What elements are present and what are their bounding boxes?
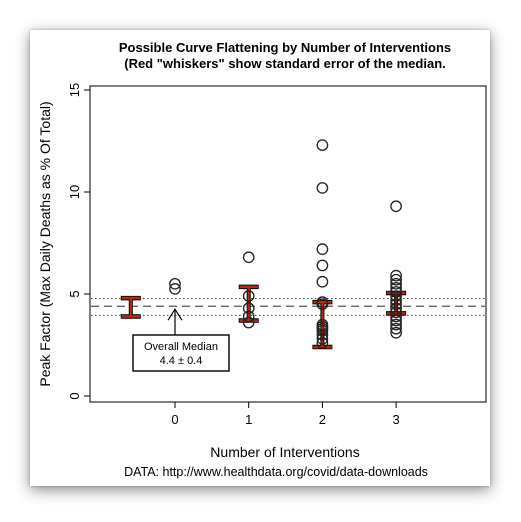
x-tick-label: 2: [319, 412, 326, 427]
data-point: [242, 290, 255, 302]
x-axis-label: Number of Interventions: [210, 444, 359, 460]
data-point: [316, 328, 329, 341]
data-point: [390, 326, 402, 339]
data-point: [242, 310, 255, 323]
whisker: [120, 295, 141, 319]
data-point: [390, 294, 402, 306]
data-point: [316, 139, 329, 151]
chart-title: Possible Curve Flattening by Number of I…: [119, 40, 451, 55]
data-point: [390, 318, 402, 331]
chart-card: Possible Curve Flattening by Number of I…: [30, 30, 490, 486]
data-point: [316, 182, 329, 194]
data-point: [242, 316, 255, 329]
annotation-line-1: Overall Median: [144, 341, 218, 353]
x-tick-label: 1: [245, 412, 252, 427]
annotation-line-2: 4.4 ± 0.4: [160, 355, 203, 367]
data-point: [242, 302, 255, 315]
data-point: [390, 273, 402, 286]
data-point: [169, 277, 181, 290]
x-axis: 0 1 2 3: [171, 401, 400, 427]
data-point: [390, 282, 402, 294]
data-point: [316, 275, 329, 288]
x-tick-label: 0: [171, 412, 178, 427]
data-point: [169, 283, 181, 295]
y-tick-label: 15: [67, 83, 82, 97]
data-point: [316, 333, 329, 345]
data-point: [316, 243, 329, 255]
y-tick-label: 10: [67, 185, 82, 199]
data-point: [316, 298, 329, 311]
x-tick-label: 3: [392, 412, 399, 427]
data-point: [390, 314, 402, 327]
data-point: [390, 302, 402, 315]
data-point: [316, 324, 329, 337]
y-axis: 0 5 10 15: [67, 83, 91, 400]
reference-lines: [91, 297, 485, 316]
data-point: [242, 251, 255, 264]
data-point: [390, 290, 402, 302]
data-point: [390, 322, 402, 335]
annotation-box: [132, 334, 230, 372]
data-point: [316, 337, 329, 349]
data-point: [390, 277, 402, 290]
data-point: [390, 310, 402, 323]
chart-subtitle: (Red "whiskers" show standard error of t…: [124, 56, 446, 71]
y-axis-label: Peak Factor (Max Daily Deaths as % Of To…: [37, 101, 53, 386]
y-tick-label: 0: [67, 392, 82, 399]
data-point: [316, 259, 329, 272]
data-points: [169, 139, 402, 349]
data-source: DATA: http://www.healthdata.org/covid/da…: [124, 465, 428, 479]
scatter-chart: Possible Curve Flattening by Number of I…: [37, 40, 487, 479]
data-point: [390, 200, 402, 213]
median-annotation: Overall Median 4.4 ± 0.4: [132, 308, 230, 372]
data-point: [390, 298, 402, 311]
data-point: [390, 306, 402, 319]
annotation-arrowhead: [167, 308, 183, 321]
data-point: [390, 286, 402, 298]
data-point: [390, 269, 402, 282]
y-tick-label: 5: [67, 290, 82, 297]
